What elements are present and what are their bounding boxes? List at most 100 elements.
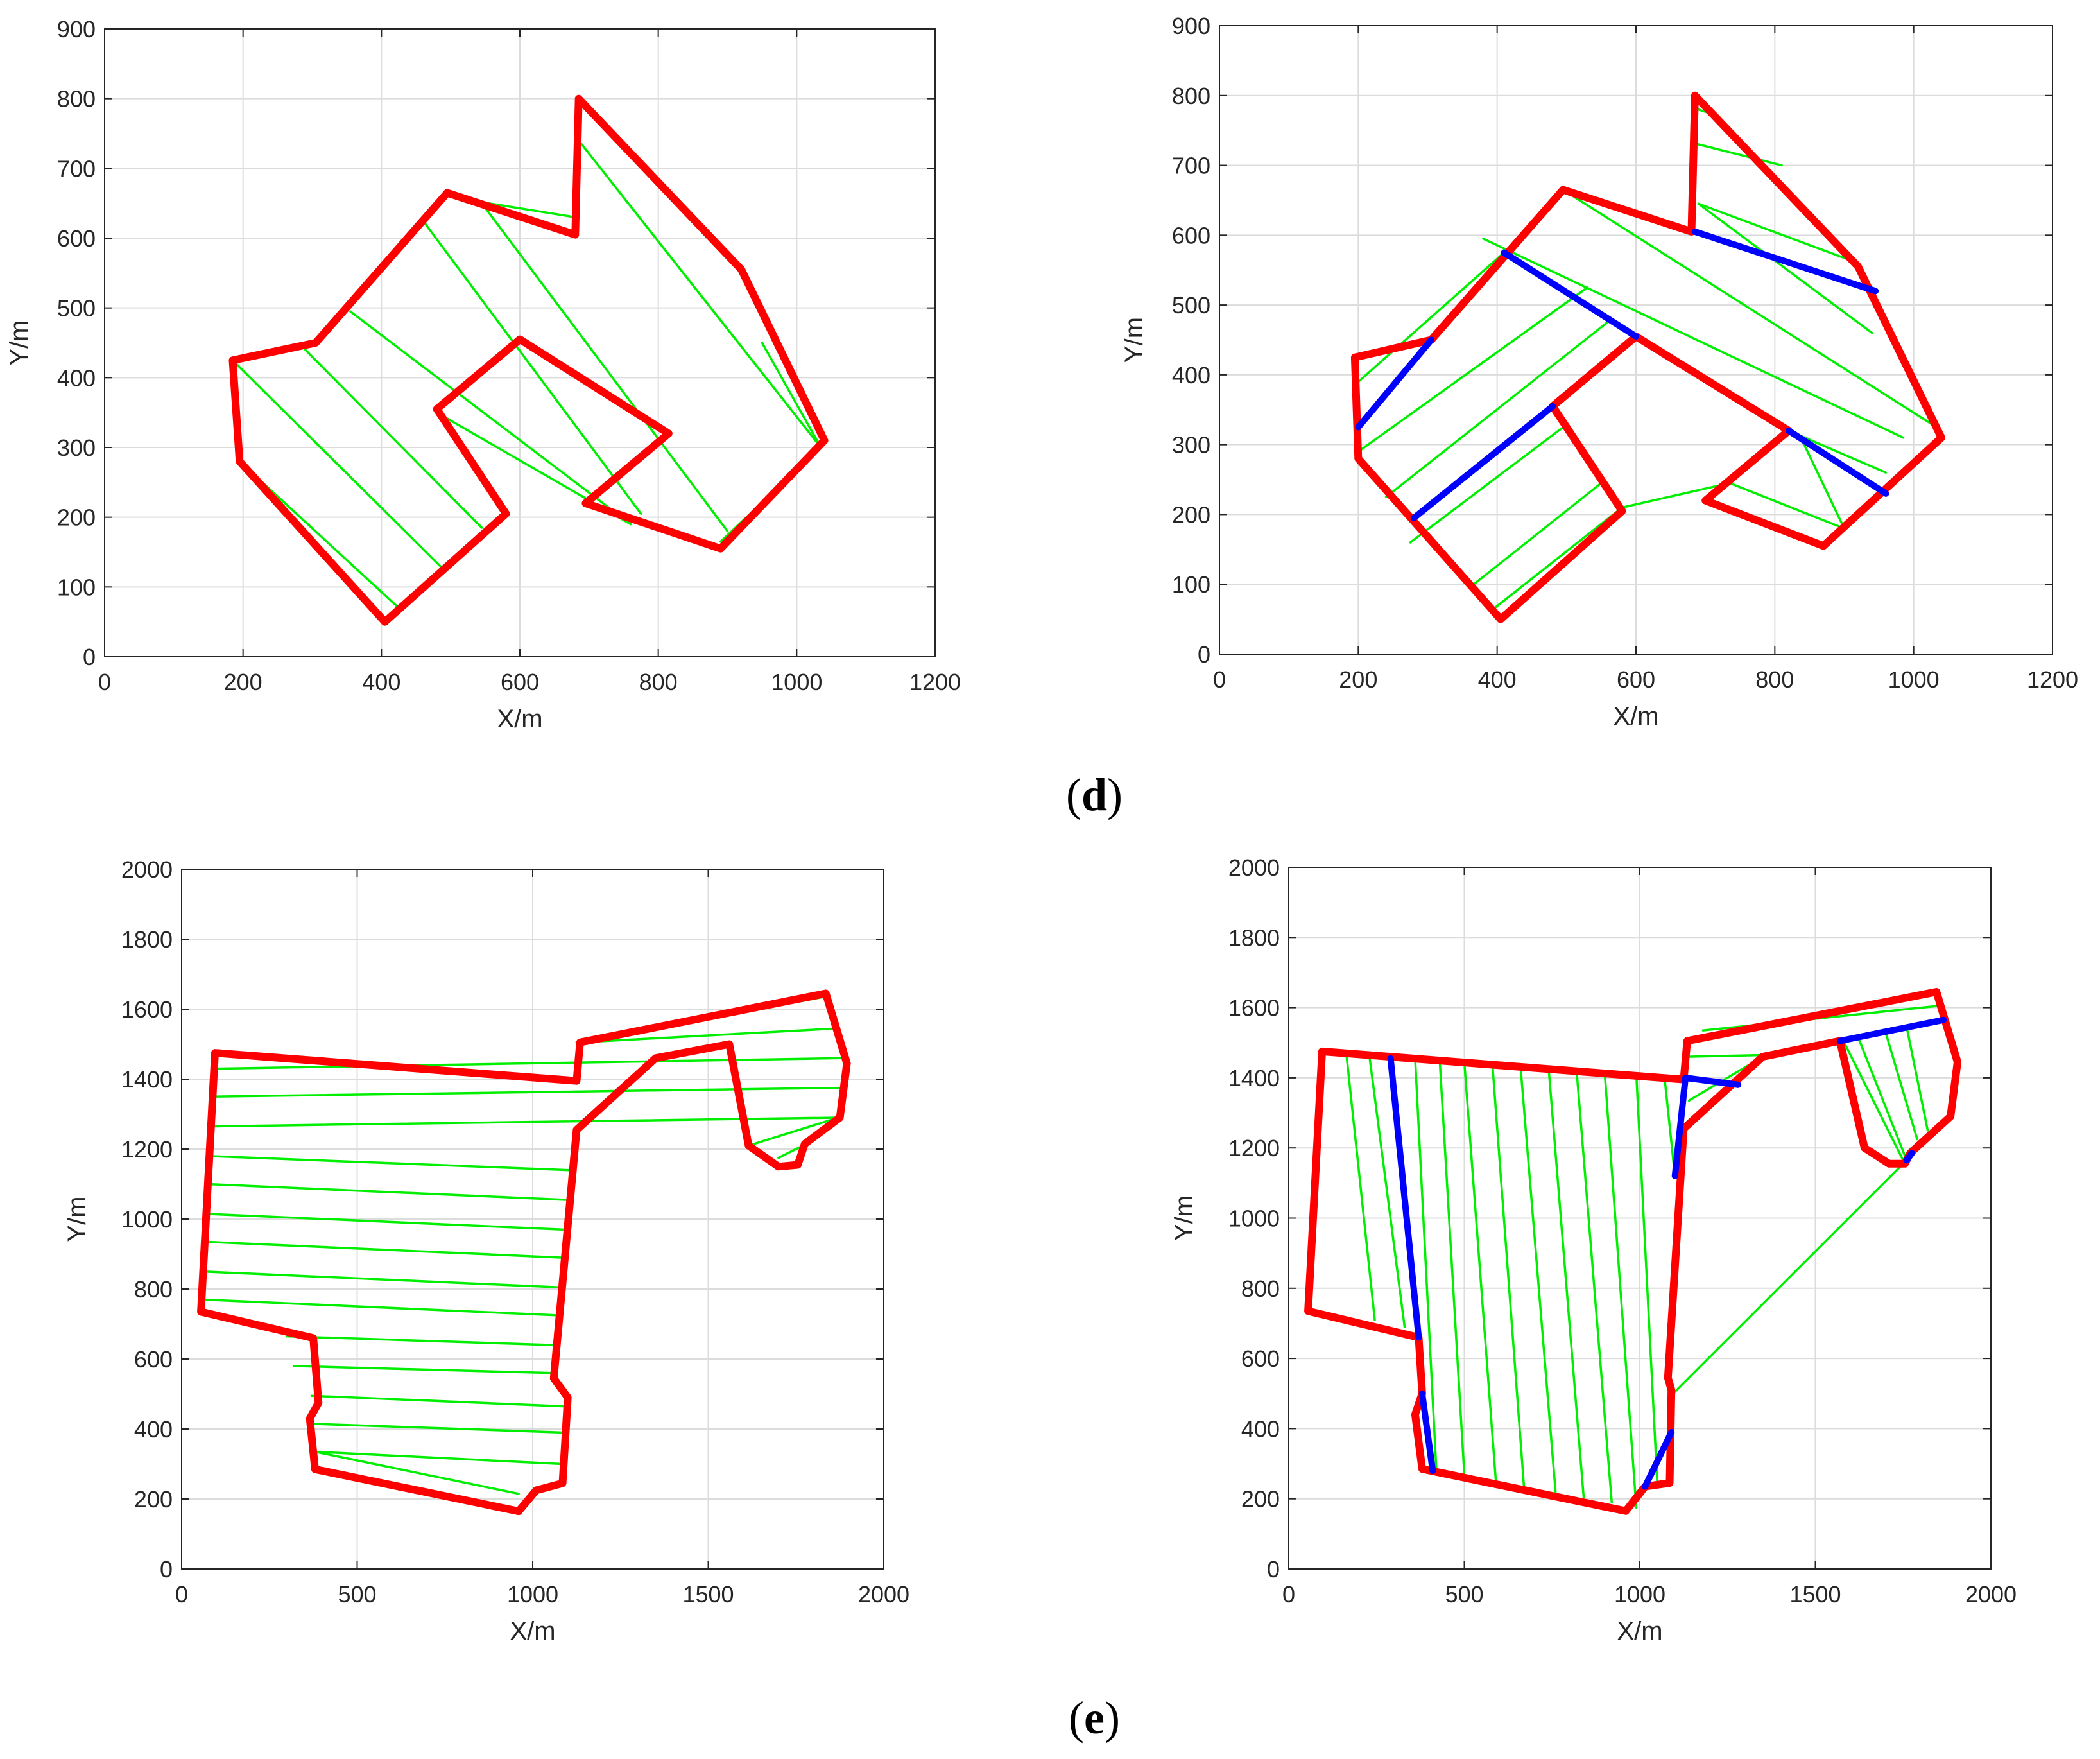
sweep-line [1635,1073,1659,1486]
x-tick-label: 2000 [858,1581,909,1607]
x-tick-label: 0 [1213,666,1226,693]
y-tick-label: 0 [160,1556,173,1582]
sweep-line [487,202,577,219]
chart-d-right: 0 200 400 600 800 1000 1200 0 100 200 300 400 500 600… [1120,13,2078,731]
sweep-line [1438,1059,1466,1476]
boundary-outline [1304,988,1961,1515]
y-tick-label: 100 [1172,571,1210,598]
chart-e-right: 0 500 1000 1500 2000 0 200 400 600 800 1000 1200 140… [1170,854,2017,1645]
transit-segment [1903,1150,1915,1164]
sweep-line [310,1423,565,1434]
sweep-line [304,349,483,529]
sweep-line [202,1298,559,1317]
transit-segment [1691,228,1879,295]
x-axis-label: X/m [497,705,542,733]
ticks: 0 500 1000 1500 2000 0 200 400 600 800 1000 1200 140… [121,856,909,1607]
x-tick-label: 200 [224,669,262,695]
transit-segment [1387,1055,1422,1341]
sweep-line [209,1155,571,1172]
y-tick-label: 1800 [1228,924,1280,951]
sweep-line [1842,1039,1904,1162]
y-tick-label: 200 [1241,1486,1280,1512]
y-tick-label: 100 [57,574,96,600]
transit-paths [1355,228,1889,521]
plots: 0 200 400 600 800 1000 12000100200300400500600… [5,13,2078,1645]
x-tick-label: 800 [639,669,678,695]
y-axis-label: Y/m [1120,317,1148,363]
y-tick-label: 400 [1172,362,1210,388]
sweep-line [1357,251,1506,383]
ticks: 0 500 1000 1500 2000 0 200 400 600 800 1000 1200 140… [1228,854,2017,1607]
y-tick-label: 700 [1172,153,1210,179]
caption-e-letter: e [1084,1692,1105,1744]
transit-segment [1671,1074,1689,1179]
x-tick-label: 1000 [507,1581,558,1607]
y-tick-label: 400 [1241,1416,1280,1442]
sweep-line [1697,202,1873,334]
sweep-line [1686,1053,1768,1058]
svg-text:(e): (e) [1069,1692,1120,1744]
sweep-line [293,1365,555,1374]
sweep-line [480,202,729,533]
y-axis-label: Y/m [63,1196,91,1242]
caption-d-letter: d [1081,769,1107,820]
y-tick-label: 1600 [1228,995,1280,1021]
chart-d-left: 0 200 400 600 800 1000 1200 0 100 200 300 400 500 600… [5,16,961,733]
x-tick-label: 800 [1755,666,1794,693]
y-axis-label: Y/m [1170,1195,1198,1241]
sweep-lines [1357,108,1932,611]
y-tick-label: 1000 [121,1206,173,1233]
y-tick-label: 300 [57,435,96,461]
transit-segment [1642,1428,1675,1490]
y-tick-label: 200 [134,1486,173,1512]
x-tick-label: 200 [1339,666,1377,693]
boundary-outline [197,989,851,1516]
transit-segment [1418,1390,1436,1474]
y-tick-label: 200 [1172,501,1210,528]
y-tick-label: 1400 [121,1066,173,1093]
chart-e-left: 0 500 1000 1500 2000 0 200 400 600 800 1000 1200 140… [63,856,909,1645]
y-tick-label: 1800 [121,926,173,953]
x-tick-label: 0 [175,1581,188,1607]
sweep-line [1575,1070,1613,1503]
y-tick-label: 2000 [121,856,173,883]
sweep-line [1621,481,1731,509]
y-tick-label: 1200 [121,1136,173,1163]
x-tick-label: 1500 [682,1581,734,1607]
transit-segment [1682,1074,1742,1088]
boundary-outline [1350,91,1945,623]
x-axis-label: X/m [1617,1617,1662,1645]
y-tick-label: 400 [134,1416,173,1443]
sweep-line [1491,1062,1526,1488]
x-tick-label: 600 [501,669,539,695]
y-tick-label: 0 [1267,1556,1280,1582]
y-tick-label: 900 [1172,13,1210,39]
y-tick-label: 600 [1241,1346,1280,1372]
sweep-line [1728,481,1846,530]
x-tick-label: 1200 [909,669,961,695]
sweep-line [1884,1031,1918,1141]
transit-segment [1785,427,1889,497]
x-tick-label: 1500 [1789,1581,1841,1607]
sweep-line [577,139,822,449]
x-axis-label: X/m [510,1617,555,1645]
sweep-line [205,1240,562,1259]
transit-segment [1355,336,1434,431]
x-tick-label: 1000 [771,669,822,695]
sweep-line [1463,1061,1497,1483]
x-axis-label: X/m [1613,702,1658,731]
x-tick-label: 0 [1282,1581,1295,1607]
y-tick-label: 600 [57,225,96,252]
sweep-line [205,1213,565,1231]
x-tick-label: 1000 [1888,666,1940,693]
svg-text:(d): (d) [1066,769,1123,820]
y-tick-label: 1000 [1228,1206,1280,1232]
y-tick-label: 1600 [121,996,173,1023]
sweep-line [1562,188,1932,425]
sweep-line [209,1116,839,1128]
y-tick-label: 600 [1172,222,1210,248]
caption-d: (d) [1066,769,1123,820]
sweep-line [1547,1066,1585,1498]
sweep-line [1905,1025,1929,1132]
sweep-line [214,1057,843,1070]
